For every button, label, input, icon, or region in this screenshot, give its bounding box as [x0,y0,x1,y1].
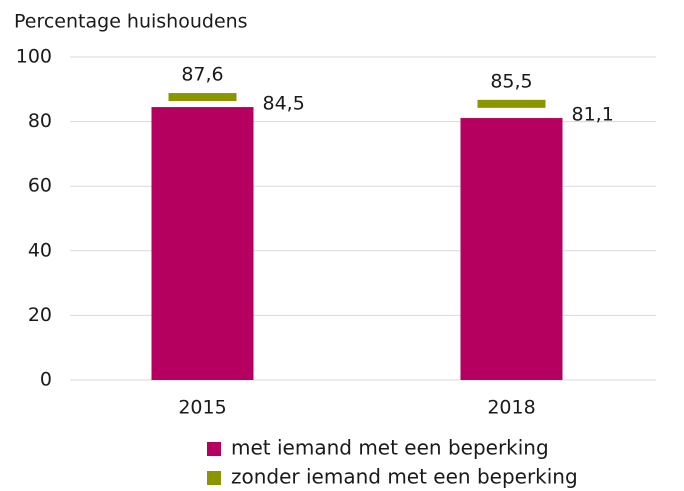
marker [477,99,546,108]
y-axis-label: Percentage huishoudens [14,11,248,33]
marker [168,93,237,102]
value-label: 84,5 [263,93,305,115]
y-tick-label: 100 [16,46,52,68]
legend-swatch [207,442,221,456]
x-tick-label: 2015 [178,397,226,419]
y-tick-label: 60 [28,175,52,197]
legend-label: zonder iemand met een beperking [231,465,578,489]
bar [460,118,563,380]
legend-swatch [207,471,221,485]
bar [151,107,254,380]
value-label: 81,1 [572,104,614,126]
y-tick-label: 40 [28,239,52,261]
y-tick-label: 80 [28,110,52,132]
y-tick-label: 20 [28,304,52,326]
value-label: 87,6 [181,64,223,86]
y-tick-label: 0 [40,369,52,391]
x-tick-label: 2018 [487,397,535,419]
legend-label: met iemand met een beperking [231,436,549,460]
value-label: 85,5 [490,70,532,92]
